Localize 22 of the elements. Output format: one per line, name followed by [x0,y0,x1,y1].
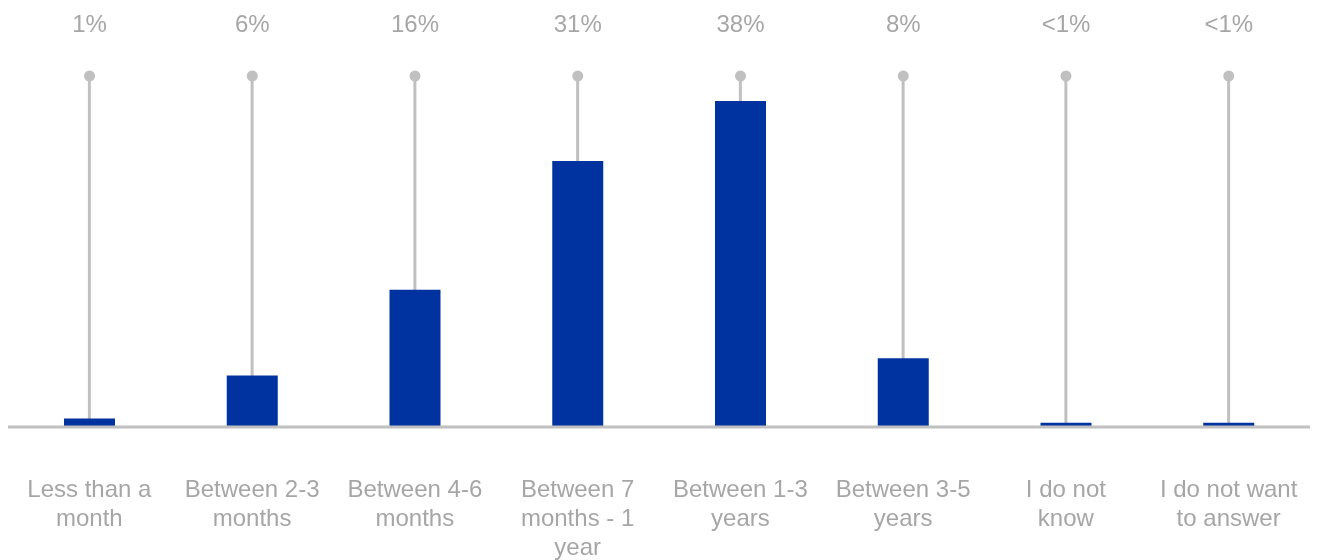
bar [389,289,441,427]
data-label: <1% [1204,10,1254,37]
bar [715,101,766,427]
x-tick-label: Between 1-3 years [672,475,808,531]
data-label: 31% [553,10,602,37]
bar [64,418,115,427]
x-tick-label: I do not know [1025,475,1107,531]
x-tick-label: Less than a month [27,475,153,531]
data-label: <1% [1041,10,1091,37]
data-label: 6% [234,10,270,37]
data-label: 16% [390,10,440,37]
bar [552,161,604,427]
data-label: 1% [72,10,107,37]
data-label: 8% [885,10,921,37]
x-tick-label: Between 2-3 months [184,475,320,531]
x-tick-label: Between 4-6 months [347,475,483,531]
bar [877,358,929,427]
bar [226,375,278,427]
x-tick-label: I do not want to answer [1159,475,1298,531]
x-tick-label: Between 7 months - 1 year [520,475,635,560]
x-tick-label: Between 3-5 years [835,475,971,531]
data-label: 38% [716,10,765,37]
